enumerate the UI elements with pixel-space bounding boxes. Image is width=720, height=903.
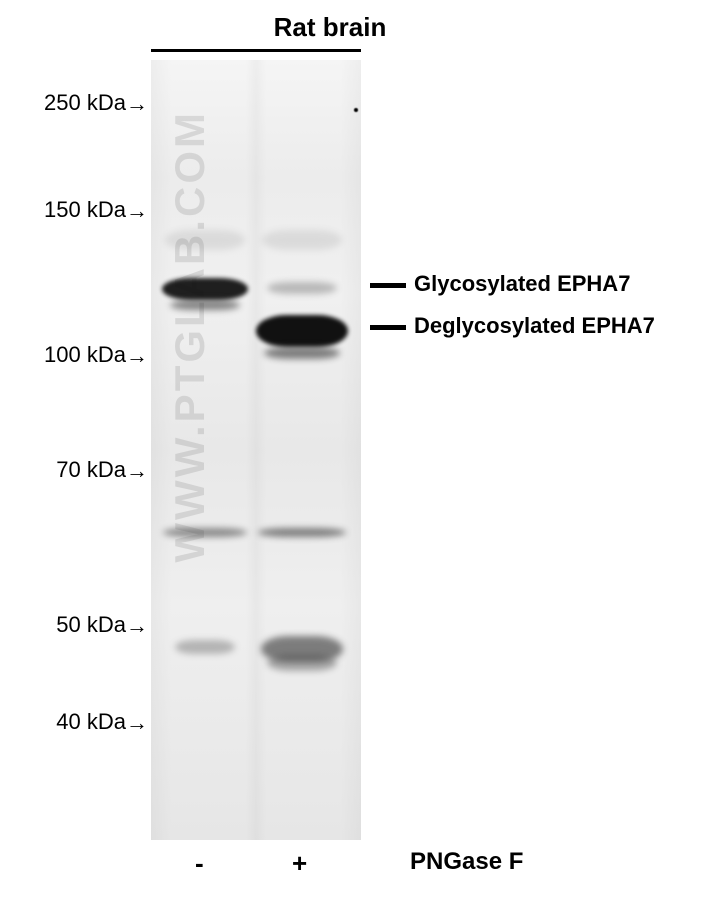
ladder-mark-label: 50 kDa (56, 612, 126, 637)
arrow-right-icon: → (126, 458, 148, 484)
arrow-right-icon: → (126, 343, 148, 369)
band-annotation-label-1: Deglycosylated EPHA7 (414, 313, 655, 339)
lane2-treatment-sign: + (292, 848, 307, 879)
arrow-right-icon: → (126, 91, 148, 117)
gel-band-2 (256, 315, 348, 347)
band-annotation-tick-1 (370, 325, 406, 330)
ladder-mark-4: 50 kDa→ (56, 612, 148, 638)
arrow-right-icon: → (126, 613, 148, 639)
blot-region: WWW.PTGLAB.COM (151, 60, 361, 840)
treatment-label: PNGase F (410, 848, 523, 876)
watermark-text: WWW.PTGLAB.COM (166, 110, 214, 563)
gel-band-10 (165, 230, 245, 250)
ladder-mark-label: 100 kDa (44, 342, 126, 367)
gel-band-5 (163, 528, 247, 537)
arrow-right-icon: → (126, 198, 148, 224)
ladder-mark-label: 40 kDa (56, 709, 126, 734)
gel-band-4 (267, 282, 337, 294)
artifact-speck-0 (354, 108, 358, 112)
sample-title: Rat brain (240, 12, 420, 43)
gel-band-6 (258, 528, 346, 537)
arrow-right-icon: → (126, 710, 148, 736)
ladder-mark-1: 150 kDa→ (44, 197, 148, 223)
gel-band-1 (170, 300, 240, 310)
ladder-mark-label: 70 kDa (56, 457, 126, 482)
gel-band-3 (264, 347, 340, 359)
gel-band-9 (267, 655, 337, 671)
sample-title-bar (151, 49, 361, 52)
figure-container: Rat brain WWW.PTGLAB.COM - + PNGase F 25… (0, 0, 720, 903)
ladder-mark-label: 250 kDa (44, 90, 126, 115)
gel-band-0 (162, 278, 248, 300)
band-annotation-label-0: Glycosylated EPHA7 (414, 271, 630, 297)
gel-band-11 (262, 230, 342, 250)
ladder-mark-2: 100 kDa→ (44, 342, 148, 368)
gel-band-7 (175, 640, 235, 654)
ladder-mark-0: 250 kDa→ (44, 90, 148, 116)
band-annotation-tick-0 (370, 283, 406, 288)
ladder-mark-5: 40 kDa→ (56, 709, 148, 735)
ladder-mark-label: 150 kDa (44, 197, 126, 222)
ladder-mark-3: 70 kDa→ (56, 457, 148, 483)
lane1-treatment-sign: - (195, 848, 204, 879)
